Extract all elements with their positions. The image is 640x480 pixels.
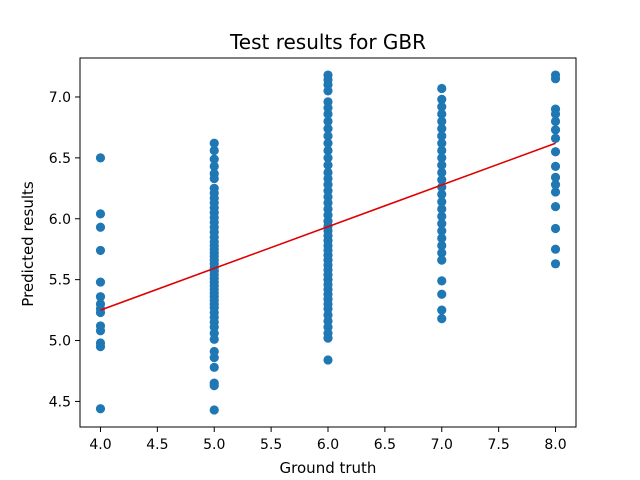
data-point xyxy=(550,147,561,157)
data-point xyxy=(323,86,333,96)
data-point xyxy=(437,219,447,229)
data-point xyxy=(209,405,219,415)
data-point xyxy=(550,125,561,135)
data-point xyxy=(209,145,219,156)
data-point xyxy=(550,172,561,182)
data-point xyxy=(209,362,219,372)
data-point xyxy=(437,131,447,141)
data-point xyxy=(437,109,447,119)
data-point xyxy=(437,305,447,315)
data-point xyxy=(437,289,447,299)
data-point xyxy=(209,161,219,171)
data-point xyxy=(437,226,447,236)
data-point xyxy=(437,167,447,178)
data-point xyxy=(323,109,333,119)
plot-area xyxy=(95,70,561,415)
x-tick-label: 7.0 xyxy=(431,437,453,453)
y-axis-ticks: 4.5 5.0 5.5 6.0 6.5 7.0 xyxy=(49,90,80,410)
data-point xyxy=(550,74,561,84)
data-point xyxy=(209,380,219,391)
data-point xyxy=(95,307,106,318)
data-point xyxy=(550,161,561,171)
data-point xyxy=(95,222,106,232)
data-point xyxy=(95,153,106,163)
data-point xyxy=(437,145,447,156)
data-point xyxy=(95,404,106,414)
data-point xyxy=(209,334,219,344)
data-point xyxy=(550,109,561,119)
data-point xyxy=(323,160,333,170)
x-tick-label: 6.5 xyxy=(374,437,396,453)
data-point xyxy=(209,154,219,164)
data-point xyxy=(550,133,561,143)
data-point xyxy=(550,180,561,190)
data-point xyxy=(437,124,447,134)
fit-line-layer xyxy=(100,142,556,311)
data-point xyxy=(550,223,561,234)
y-tick-label: 4.5 xyxy=(49,394,71,410)
data-point xyxy=(437,233,447,243)
data-point xyxy=(209,173,219,184)
data-point xyxy=(550,201,561,212)
x-tick-label: 6.0 xyxy=(317,437,339,453)
data-point xyxy=(437,160,447,170)
data-point xyxy=(437,83,447,94)
data-point xyxy=(550,116,561,126)
data-point xyxy=(437,116,447,126)
data-point xyxy=(437,197,447,207)
data-point xyxy=(95,292,106,302)
x-tick-label: 5.0 xyxy=(203,437,225,453)
chart-title: Test results for GBR xyxy=(229,30,426,54)
x-tick-label: 5.5 xyxy=(260,437,282,453)
data-point xyxy=(437,94,447,105)
data-point xyxy=(95,326,106,336)
data-point xyxy=(95,209,106,219)
x-axis-ticks: 4.0 4.5 5.0 5.5 6.0 6.5 7.0 7.5 8.0 xyxy=(89,427,567,453)
data-point xyxy=(437,276,447,286)
data-point xyxy=(209,138,219,148)
data-point xyxy=(95,277,106,287)
data-point xyxy=(437,248,447,258)
data-point xyxy=(437,138,447,148)
y-tick-label: 7.0 xyxy=(49,90,71,106)
data-point xyxy=(437,189,447,199)
data-point xyxy=(323,124,333,134)
y-tick-label: 5.5 xyxy=(49,273,71,289)
data-point xyxy=(323,138,333,148)
x-tick-label: 7.5 xyxy=(488,437,510,453)
data-point xyxy=(437,211,447,221)
data-point xyxy=(323,333,333,343)
x-tick-label: 4.5 xyxy=(146,437,168,453)
data-point xyxy=(437,255,447,265)
data-point xyxy=(437,175,447,185)
y-tick-label: 5.0 xyxy=(49,334,71,350)
data-point xyxy=(323,153,333,163)
data-point xyxy=(550,244,561,254)
y-tick-label: 6.5 xyxy=(49,151,71,167)
data-point xyxy=(437,153,447,163)
data-point xyxy=(323,145,333,156)
data-point xyxy=(550,259,561,269)
x-tick-label: 4.0 xyxy=(89,437,111,453)
data-point xyxy=(550,187,561,197)
regression-line xyxy=(100,142,556,311)
y-axis-label: Predicted results xyxy=(19,181,37,307)
data-point xyxy=(323,116,333,126)
y-tick-label: 6.0 xyxy=(49,212,71,228)
x-tick-label: 8.0 xyxy=(544,437,566,453)
data-point xyxy=(95,342,106,352)
data-point xyxy=(437,314,447,324)
data-point xyxy=(323,131,333,141)
data-point xyxy=(95,245,106,256)
data-point xyxy=(209,352,219,363)
x-axis-label: Ground truth xyxy=(280,459,377,477)
data-point xyxy=(437,102,447,112)
data-point xyxy=(437,240,447,251)
data-point xyxy=(437,204,447,214)
data-point xyxy=(323,355,333,365)
